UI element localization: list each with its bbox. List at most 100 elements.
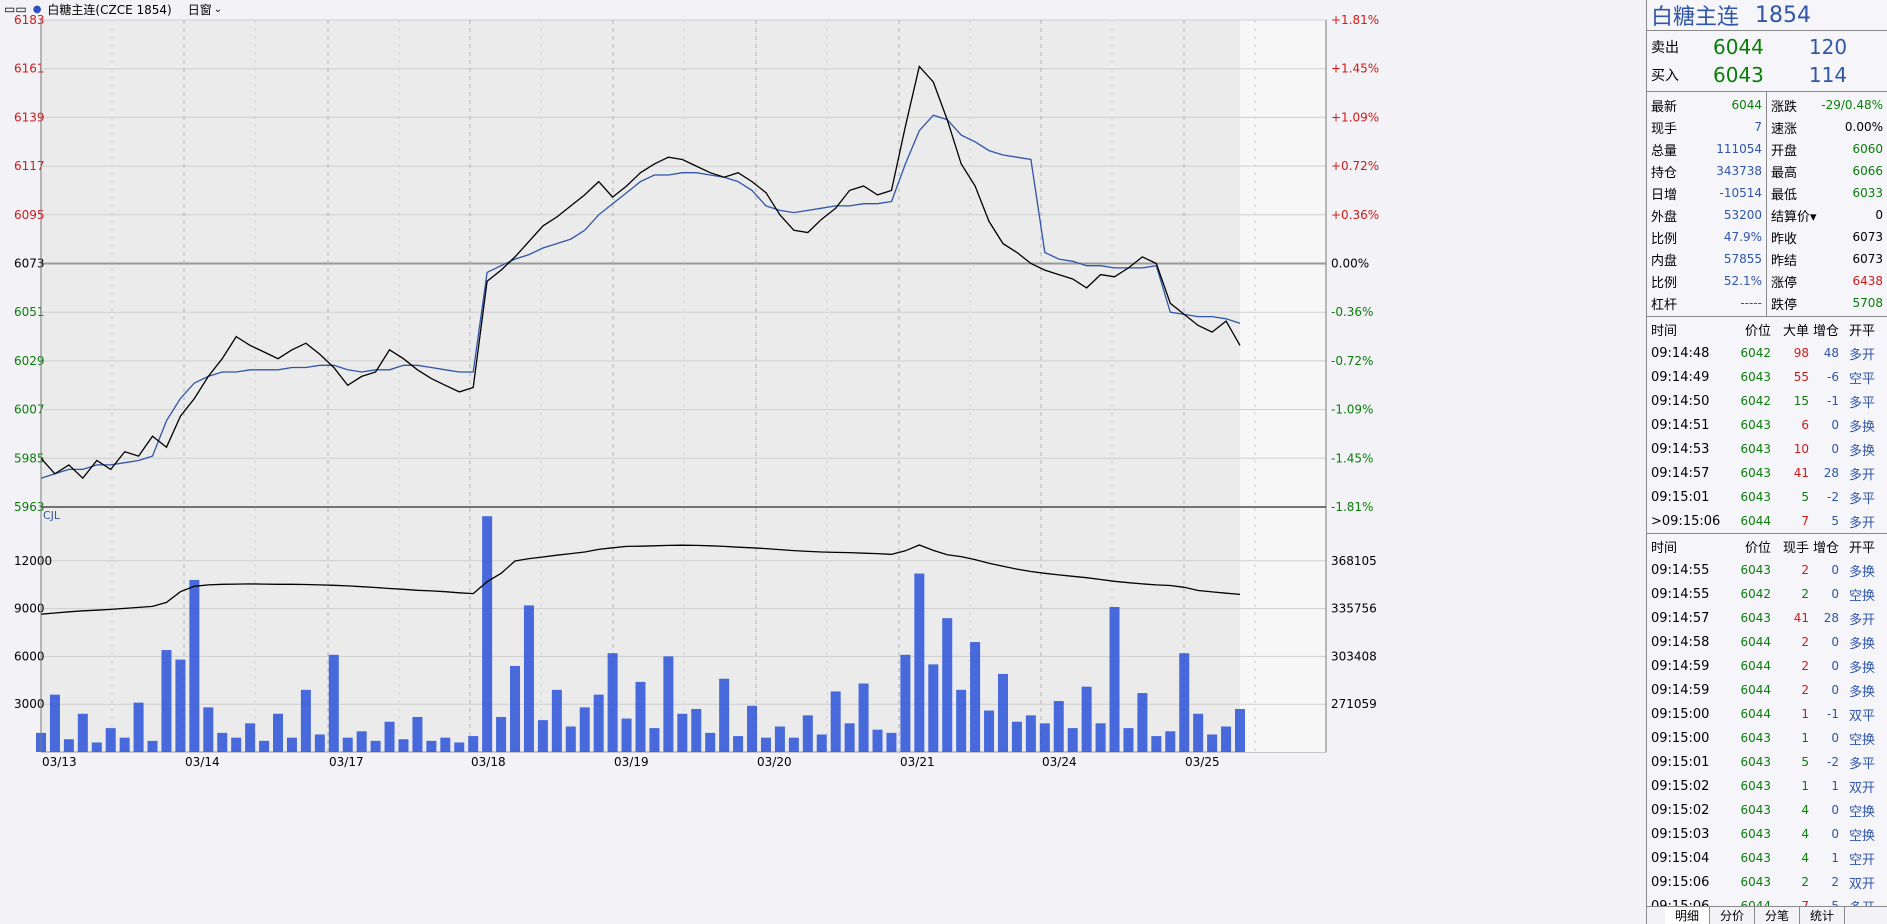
cell-volume: 1 — [1801, 731, 1809, 745]
volume-bar — [607, 653, 618, 752]
table-row[interactable]: 09:15:00 6044 1 -1 双平 — [1647, 702, 1887, 726]
table-row[interactable]: 09:15:02 6043 4 0 空换 — [1647, 798, 1887, 822]
table-row[interactable]: 09:15:03 6043 4 0 空换 — [1647, 822, 1887, 846]
table-row[interactable]: 09:14:57 6043 41 28 多开 — [1647, 606, 1887, 630]
table-row[interactable]: 09:15:06 6043 2 2 双开 — [1647, 870, 1887, 894]
table-row[interactable]: 09:14:48 6042 98 48 多开 — [1647, 341, 1887, 365]
cell-price: 6044 — [1740, 514, 1771, 528]
oi-tick-label: 271059 — [1331, 697, 1377, 711]
cell-price: 6043 — [1740, 563, 1771, 577]
instrument-name: 白糖主连 — [1651, 5, 1740, 30]
volume-bar — [719, 678, 730, 752]
big-order-table: 时间 价位 大单 增仓 开平 09:14:48 6042 98 48 多开 09:14:49 6043… — [1647, 317, 1887, 534]
column-header: 开平 — [1848, 540, 1875, 556]
volume-bar — [1235, 708, 1245, 752]
table-row[interactable]: 09:14:57 6043 41 28 多开 — [1647, 461, 1887, 485]
stat-row: 杠杆 ----- — [1647, 292, 1766, 314]
cell-oi-change: 28 — [1823, 611, 1839, 625]
cell-volume: 2 — [1801, 587, 1809, 601]
volume-bar — [1165, 731, 1176, 752]
cell-open-close: 空换 — [1848, 588, 1875, 604]
average-price-line — [40, 114, 1241, 479]
table-row[interactable]: 09:14:51 6043 6 0 多换 — [1647, 413, 1887, 437]
table-row[interactable]: 09:15:00 6043 1 0 空换 — [1647, 726, 1887, 750]
cell-time: 09:14:55 — [1651, 586, 1710, 602]
volume-bar — [942, 618, 953, 752]
volume-bar — [816, 734, 827, 752]
volume-bar — [1221, 726, 1232, 752]
table-row[interactable]: 09:14:50 6042 15 -1 多平 — [1647, 389, 1887, 413]
table-row[interactable]: 09:14:55 6042 2 0 空换 — [1647, 582, 1887, 606]
percent-tick-label: -0.36% — [1331, 305, 1373, 319]
tab-2[interactable]: 分价 — [1710, 907, 1756, 924]
table-row[interactable]: 09:15:04 6043 4 1 空开 — [1647, 846, 1887, 870]
order-book: 卖出 6044 120 买入 6043 114 — [1647, 31, 1887, 92]
volume-bar — [91, 742, 102, 752]
volume-bar — [914, 573, 925, 752]
volume-bar — [733, 736, 744, 752]
price-line — [40, 65, 1241, 480]
cell-volume: 41 — [1793, 466, 1809, 480]
percent-tick-label: -0.72% — [1331, 354, 1373, 368]
cell-price: 6043 — [1740, 731, 1771, 745]
table-row[interactable]: 09:14:49 6043 55 -6 空平 — [1647, 365, 1887, 389]
cell-open-close: 空换 — [1848, 828, 1875, 844]
cell-open-close: 双平 — [1848, 708, 1875, 724]
percent-tick-label: -1.45% — [1331, 451, 1373, 465]
x-tick-label: 03/17 — [329, 755, 364, 769]
table-row[interactable]: 09:14:59 6044 2 0 多换 — [1647, 654, 1887, 678]
volume-bar — [314, 734, 325, 752]
cell-oi-change: 0 — [1831, 442, 1839, 456]
column-header: 时间 — [1651, 540, 1678, 556]
stat-value: 6060 — [1852, 142, 1883, 156]
table-row[interactable]: 09:15:02 6043 1 1 双开 — [1647, 774, 1887, 798]
stat-value: 47.9% — [1723, 230, 1762, 244]
volume-bar — [621, 718, 632, 752]
tab-4[interactable]: 统计 — [1800, 907, 1846, 924]
stat-value: 6044 — [1731, 98, 1762, 112]
tab-3[interactable]: 分笔 — [1755, 907, 1801, 924]
volume-bar — [119, 737, 130, 752]
volume-bar — [1179, 653, 1190, 752]
cell-oi-change: -6 — [1827, 370, 1839, 384]
volume-bar — [956, 689, 967, 752]
volume-bar — [133, 702, 144, 752]
ask-row[interactable]: 卖出 6044 120 — [1647, 33, 1887, 61]
stat-value: 5708 — [1852, 296, 1883, 310]
table-row[interactable]: 09:14:53 6043 10 0 多换 — [1647, 437, 1887, 461]
cell-time: 09:14:58 — [1651, 634, 1710, 650]
cell-time: 09:14:59 — [1651, 658, 1710, 674]
oi-tick-label: 303408 — [1331, 649, 1377, 663]
table-row[interactable]: 09:14:59 6044 2 0 多换 — [1647, 678, 1887, 702]
volume-bar — [691, 708, 702, 752]
tick-detail-table: 时间 价位 现手 增仓 开平 09:14:55 6043 2 0 多换 09:14:55 6042 2 0… — [1647, 534, 1887, 918]
volume-bar — [300, 689, 311, 752]
table-row[interactable]: 09:15:01 6043 5 -2 多平 — [1647, 485, 1887, 509]
volume-bar — [872, 729, 883, 752]
table-row[interactable]: 09:14:55 6043 2 0 多换 — [1647, 558, 1887, 582]
table-row[interactable]: 09:15:01 6043 5 -2 多平 — [1647, 750, 1887, 774]
table-header: 时间 价位 大单 增仓 开平 — [1647, 317, 1887, 341]
cell-time: 09:15:01 — [1651, 489, 1710, 505]
volume-bar — [551, 689, 562, 752]
cell-volume: 98 — [1793, 346, 1809, 360]
stat-value: 0.00% — [1844, 120, 1883, 134]
cell-price: 6043 — [1740, 442, 1771, 456]
percent-tick-label: +1.45% — [1331, 62, 1379, 76]
layout-toggle-icon[interactable]: ▭▭ — [4, 2, 27, 16]
period-select[interactable]: 日窗 ⌄ — [188, 1, 222, 18]
tab-1[interactable]: 明细 — [1665, 907, 1711, 924]
table-row[interactable]: 09:14:58 6044 2 0 多换 — [1647, 630, 1887, 654]
table-row[interactable]: >09:15:06 6044 7 5 多开 — [1647, 509, 1887, 533]
bid-row[interactable]: 买入 6043 114 — [1647, 61, 1887, 89]
volume-bar — [565, 726, 576, 752]
cell-time: 09:14:57 — [1651, 610, 1710, 626]
volume-bar — [412, 716, 423, 752]
ask-label: 卖出 — [1651, 40, 1679, 56]
cell-oi-change: 0 — [1831, 635, 1839, 649]
price-tick-label: 6051 — [14, 305, 45, 319]
stat-row: 外盘 53200 — [1647, 204, 1766, 226]
cell-price: 6043 — [1740, 875, 1771, 889]
stat-value: 52.1% — [1723, 274, 1762, 288]
intraday-chart[interactable]: 6183 +1.81% 6161 +1.45% 6139 +1.09% 6117 +0.72%… — [0, 0, 1645, 924]
